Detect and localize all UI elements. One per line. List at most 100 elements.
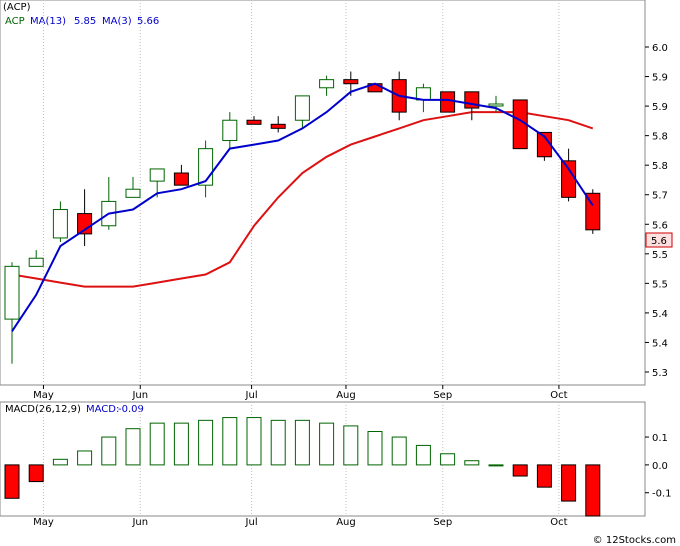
candle [440,91,456,113]
legend-ma13-label: MA(13) [30,16,66,27]
candle [246,116,262,125]
last-price-marker: 5.6 [645,232,673,248]
candle [173,164,189,186]
candle [125,177,141,198]
macd-x-tick-label: May [33,517,54,528]
macd-legend: MACD(26,12,9) MACD: -0.09 [5,404,144,415]
macd-x-tick-label: Oct [550,517,567,528]
candle-body [77,213,93,235]
legend-macd-label: MACD: [86,404,119,415]
candle-body [4,265,20,320]
candle-body [125,188,141,198]
candle-body [585,192,601,231]
price-y-axis: 5.3 5.4 5.4 5.5 5.5 5.6 5.7 5.8 5.8 5.9 5.9 6.0 [645,43,668,379]
candle-body [173,172,189,186]
price-y-tick-label: 5.8 [652,161,668,172]
price-x-tick-label: Sep [433,390,452,401]
macd-bar [28,464,44,483]
macd-x-tick-label: Jun [131,517,148,528]
macd-bar [270,419,286,466]
macd-bar [391,436,407,466]
macd-bar [415,444,431,466]
price-x-tick-label: Jul [245,390,258,401]
macd-bar [464,460,480,466]
macd-bar [149,422,165,466]
legend-macd-value: -0.09 [118,404,144,415]
macd-bar [488,464,504,467]
macd-bar [585,464,601,517]
candle-body [561,160,577,198]
price-y-tick-label: 5.9 [652,102,668,113]
candle [585,189,601,234]
macd-bar [561,464,577,502]
price-y-tick-label: 5.3 [652,368,668,379]
price-x-tick-label: Aug [336,390,356,401]
candle [294,95,310,129]
legend-ticker: ACP [5,16,25,27]
macd-bar [536,464,552,488]
candle [4,262,20,364]
chart-title: (ACP) [3,2,31,13]
ma3-layer [11,82,594,332]
legend-ma3-label: MA(3) [102,16,132,27]
candle [270,116,286,133]
candle-body [343,79,359,85]
price-y-tick-label: 5.9 [652,73,668,84]
macd-x-axis: May Jun Jul Aug Sep Oct [33,517,568,528]
candle-body [28,257,44,267]
macd-bar [101,436,117,466]
macd-bar [198,419,214,466]
candle [512,99,528,150]
macd-bar [367,430,383,466]
price-x-tick-label: Jun [131,390,148,401]
price-y-tick-label: 5.5 [652,250,668,261]
macd-bar [222,417,238,466]
candle [319,75,335,96]
macd-bar [77,450,93,466]
price-y-tick-label: 5.4 [652,309,668,320]
candle-body [294,95,310,121]
candle-body [222,119,238,142]
candle-body [319,79,335,89]
macd-x-tick-label: Sep [433,517,452,528]
macd-bar [343,425,359,466]
price-panel [0,0,646,386]
candle [52,201,68,242]
macd-y-axis: 0.1 0.0 -0.1 [645,433,672,500]
price-y-tick-label: 5.7 [652,191,668,202]
last-price-value: 5.6 [651,236,667,247]
macd-bars [4,417,601,517]
candle [488,95,504,113]
macd-bar [512,464,528,477]
candle-body [440,91,456,113]
macd-bar [125,428,141,466]
price-y-tick-label: 5.5 [652,279,668,290]
legend-ma13-value: 5.85 [74,16,96,27]
price-y-tick-label: 5.8 [652,132,668,143]
macd-bar [4,464,20,499]
candle [222,112,238,149]
candle-body [149,168,165,182]
legend-ma3-value: 5.66 [137,16,159,27]
macd-bar [294,419,310,466]
candle [28,250,44,267]
candle-body [52,209,68,239]
candles-layer [4,71,601,364]
candle-body [270,123,286,129]
candle [77,189,93,247]
macd-bar [319,422,335,466]
price-x-tick-label: Oct [550,390,567,401]
price-legend: ACP MA(13) 5.85 MA(3) 5.66 [5,16,159,27]
macd-bar [246,417,262,466]
legend-macd-params: MACD(26,12,9) [5,404,81,415]
macd-bar [173,422,189,466]
macd-x-tick-label: Jul [245,517,258,528]
watermark: © 12Stocks.com [593,535,676,546]
price-x-axis: May Jun Jul Aug Sep Oct [33,385,568,401]
macd-bar [52,458,68,466]
macd-bar [440,453,456,466]
candle [536,131,552,161]
ma3-line [11,82,594,332]
price-y-tick-label: 5.4 [652,338,668,349]
